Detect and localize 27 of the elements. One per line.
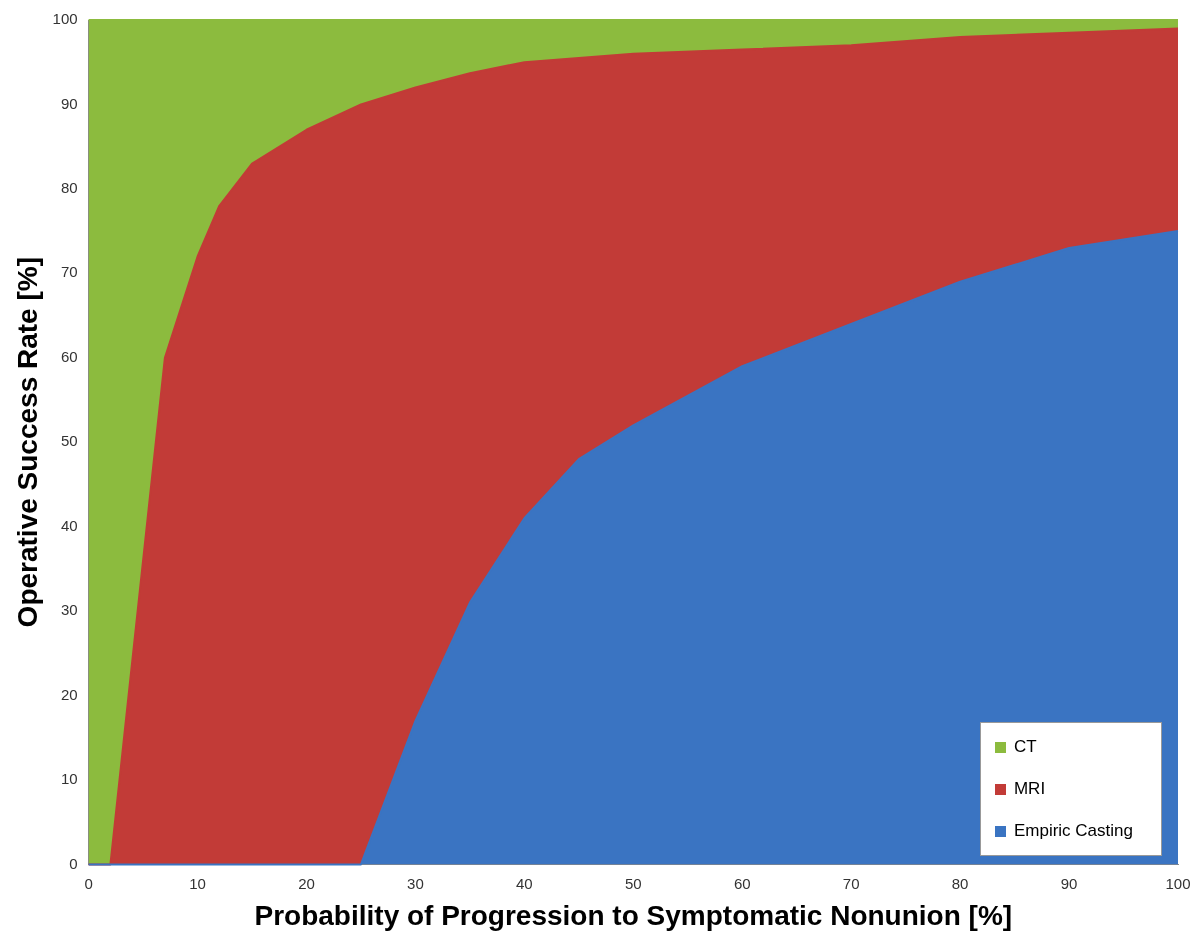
x-tick-label: 40 [516, 874, 533, 892]
x-tick-label: 10 [189, 874, 206, 892]
x-tick-label: 30 [407, 874, 424, 892]
y-tick-label: 60 [60, 347, 78, 365]
legend-label: Empiric Casting [1013, 821, 1133, 841]
x-tick-label: 50 [624, 874, 642, 892]
y-tick-label: 30 [60, 601, 78, 619]
x-axis-title: Probability of Progression to Symptomatic Nonunion [%] [254, 899, 1013, 931]
x-tick-label: 20 [298, 874, 315, 892]
x-tick-label: 70 [842, 874, 860, 892]
x-tick-label: 60 [733, 874, 751, 892]
x-tick-label: 0 [84, 874, 93, 892]
y-tick-label: 0 [69, 854, 78, 872]
legend-label: MRI [1013, 779, 1046, 799]
y-tick-label: 50 [60, 432, 78, 450]
y-tick-label: 70 [60, 263, 78, 281]
y-tick-label: 100 [52, 10, 78, 28]
y-tick-label: 80 [60, 179, 78, 197]
x-tick-label: 100 [1165, 874, 1191, 892]
y-tick-label: 10 [60, 770, 78, 788]
x-tick-label: 90 [1060, 874, 1078, 892]
y-tick-label: 90 [60, 94, 78, 112]
legend-label: CT [1013, 737, 1037, 757]
y-tick-label: 20 [60, 685, 78, 703]
x-tick-label: 80 [951, 874, 969, 892]
y-tick-label: 40 [60, 516, 78, 534]
y-axis-title: Operative Success Rate [%] [11, 257, 43, 628]
